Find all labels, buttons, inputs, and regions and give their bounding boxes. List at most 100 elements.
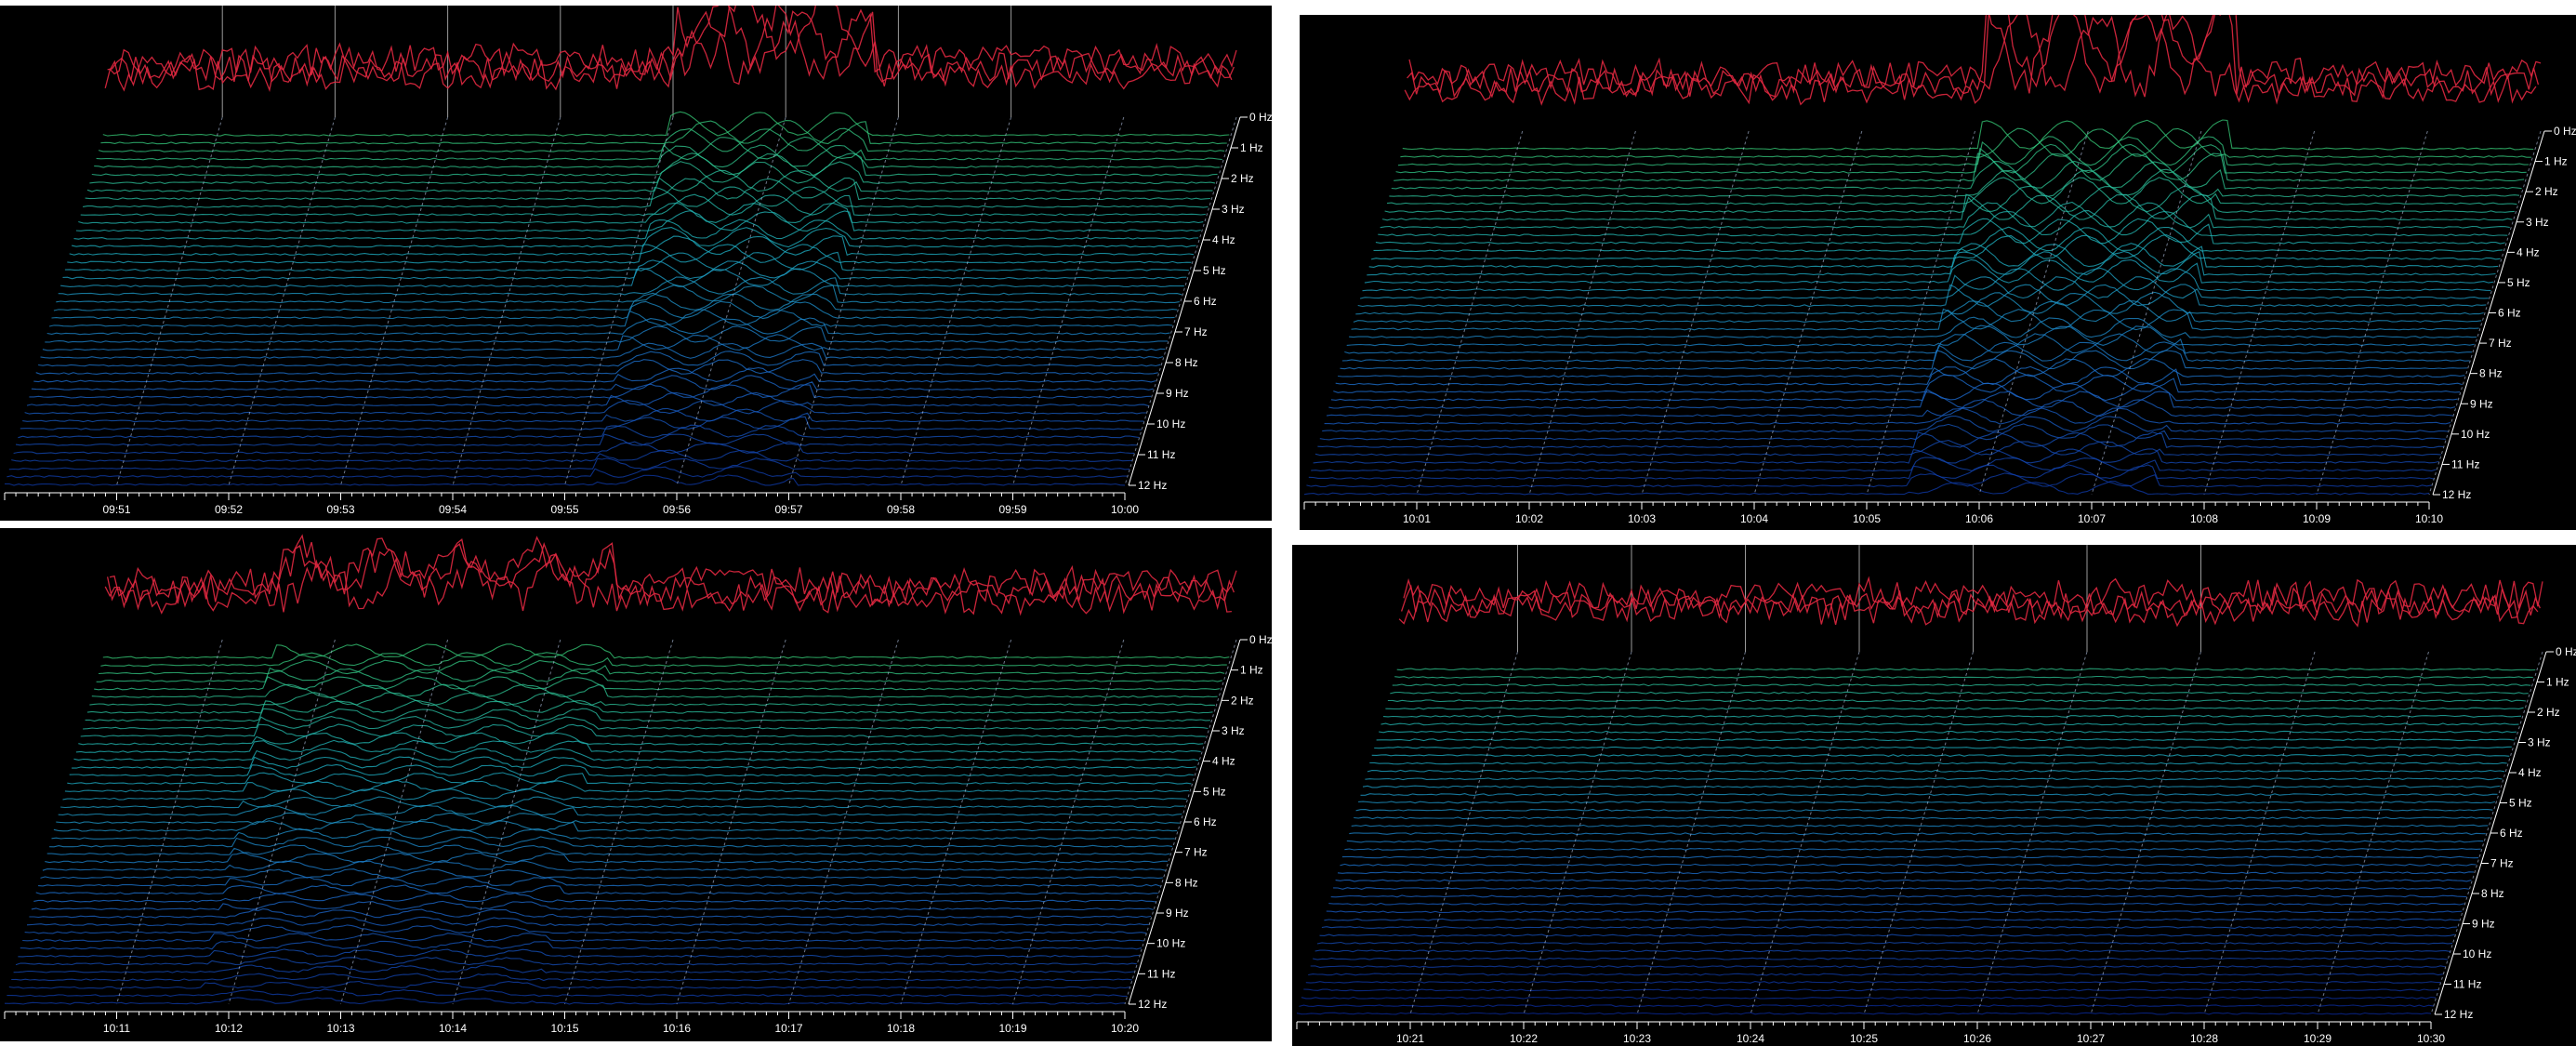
spectrum-trace	[1364, 258, 2493, 284]
time-tick-label: 10:01	[1403, 512, 1431, 525]
time-tick-label: 10:23	[1623, 1032, 1651, 1045]
spectrum-trace	[1367, 250, 2496, 276]
spectrum-trace	[1316, 941, 2453, 945]
spectrum-trace	[1362, 785, 2501, 788]
spectrum-trace	[1330, 382, 2458, 402]
spectrum-trace	[1378, 210, 2508, 237]
spectrum-trace	[1365, 777, 2503, 781]
spectrum-trace	[1324, 407, 2451, 425]
spectrum-trace	[1389, 168, 2520, 198]
time-tick-label: 10:13	[326, 1022, 354, 1035]
spectrum-trace	[94, 144, 1221, 168]
spectrum-trace	[20, 416, 1142, 430]
frequency-tick-label: 2 Hz	[1231, 694, 1254, 707]
spectrum-trace	[1355, 291, 2484, 315]
time-gridline	[116, 116, 223, 486]
time-gridlines	[1416, 130, 2542, 496]
spectrum-trace	[26, 391, 1149, 407]
spectrum-trace	[1306, 472, 2432, 488]
spectrum-trace	[31, 900, 1154, 911]
spectrum-trace	[1308, 464, 2435, 480]
spectrum-trace	[1379, 730, 2517, 734]
spectrum-trace	[80, 723, 1206, 738]
spectrum-trace	[46, 317, 1170, 336]
spectrum-trace	[1397, 136, 2530, 166]
frequency-tick-label: 4 Hz	[1212, 755, 1235, 768]
time-tick-label: 10:29	[2304, 1032, 2332, 1045]
time-gridline	[1523, 651, 1632, 1015]
spectrum-trace	[91, 683, 1218, 698]
time-gridline	[676, 116, 786, 486]
time-tick-label: 10:18	[887, 1022, 915, 1035]
time-tick-label: 10:17	[774, 1022, 802, 1035]
frequency-tick-label: 7 Hz	[1184, 325, 1208, 338]
spectrum-trace	[1367, 769, 2505, 773]
spectrum-trace	[1305, 981, 2441, 984]
frequency-tick-label: 3 Hz	[1222, 203, 1245, 216]
spectrum-trace	[1328, 391, 2456, 409]
spectrum-trace	[1337, 871, 2475, 875]
spectrogram-panel-4: 10:21 10:22 10:23 10:24 10:25 10:26 10:27 10:28…	[1292, 545, 2576, 1046]
spectrum-trace	[24, 924, 1147, 934]
spectrum-trace	[1371, 754, 2510, 757]
frequency-tick-label: 1 Hz	[1240, 664, 1263, 677]
time-gridline	[1641, 130, 1750, 496]
time-tick-label: 10:14	[439, 1022, 467, 1035]
spectrum-trace	[1400, 127, 2531, 158]
spectrum-trace	[1382, 714, 2522, 718]
spectrum-trace	[69, 763, 1195, 777]
spectrum-trace	[40, 342, 1164, 359]
spectrum-trace	[1404, 15, 2537, 106]
spectrum-trace	[96, 667, 1222, 682]
spectrum-trace	[42, 334, 1166, 351]
time-tick-label: 10:28	[2190, 1032, 2218, 1045]
spectrum-trace	[48, 309, 1173, 327]
spectrum-trace	[1326, 398, 2453, 417]
frequency-tick-label: 9 Hz	[2470, 397, 2493, 410]
spectrum-trace	[11, 973, 1132, 982]
spectrum-trace	[64, 779, 1189, 793]
spectrum-trace	[100, 652, 1227, 667]
spectrum-trace	[100, 120, 1227, 145]
spectrum-trace	[1296, 1012, 2432, 1015]
spectrum-trace	[109, 534, 1237, 600]
spectrum-trace	[5, 474, 1126, 486]
time-gridline	[2091, 130, 2202, 496]
frequency-tick-label: 0 Hz	[1249, 633, 1272, 646]
frequency-tick-label: 10 Hz	[2461, 428, 2490, 441]
spectrum-trace	[1341, 341, 2470, 363]
spectrum-trace	[1408, 15, 2542, 91]
spectrum-trace	[1349, 316, 2477, 338]
frequency-tick-label: 2 Hz	[2535, 185, 2558, 198]
frequency-tick-label: 1 Hz	[2544, 155, 2568, 168]
spectrum-trace	[1392, 683, 2531, 687]
time-tick-label: 10:05	[1853, 512, 1881, 525]
spectrogram-panel-1: 09:51 09:52 09:53 09:54 09:55 09:56 09:57 09:58…	[0, 6, 1272, 521]
spectrum-trace	[60, 268, 1184, 288]
time-tick-label: 09:52	[215, 503, 243, 516]
spectrum-trace	[51, 300, 1175, 320]
frequency-tick-label: 9 Hz	[1166, 387, 1189, 400]
waterfall-traces	[1296, 576, 2543, 1015]
time-tick-label: 10:11	[103, 1022, 130, 1035]
spectrum-trace	[24, 400, 1146, 415]
spectrum-trace	[1374, 746, 2512, 749]
spectrum-trace	[1386, 177, 2517, 205]
frequency-tick-label: 11 Hz	[1147, 967, 1175, 980]
spectrum-trace	[83, 186, 1209, 208]
time-gridlines	[1409, 651, 2543, 1015]
spectrum-trace	[4, 997, 1126, 1005]
spectrum-trace	[1385, 707, 2524, 710]
time-gridline	[564, 639, 674, 1005]
spectrum-trace	[1333, 374, 2461, 393]
spectrum-trace	[94, 675, 1221, 691]
time-gridline	[1978, 130, 2089, 496]
time-tick-label: 10:19	[998, 1022, 1026, 1035]
spectrum-trace	[15, 956, 1137, 966]
time-gridline	[2090, 651, 2201, 1015]
frequency-tick-label: 8 Hz	[2479, 367, 2503, 380]
spectrum-trace	[1391, 160, 2522, 190]
spectrum-trace	[98, 659, 1225, 675]
time-gridline	[788, 639, 899, 1005]
spectrum-trace	[7, 988, 1128, 998]
